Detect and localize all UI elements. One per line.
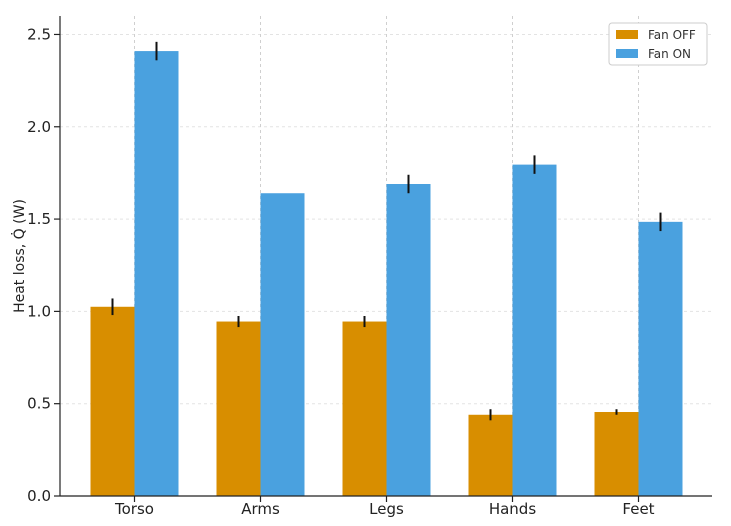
bar-fan-on-feet xyxy=(638,221,683,496)
legend-label-fan-off: Fan OFF xyxy=(648,28,696,42)
bar-fan-off-torso xyxy=(90,306,135,496)
bars xyxy=(90,51,683,496)
legend: Fan OFF Fan ON xyxy=(608,22,708,66)
y-tick-label: 1.5 xyxy=(27,210,51,228)
x-tick-label: Arms xyxy=(241,500,280,518)
bar-fan-on-hands xyxy=(512,164,557,496)
bar-fan-on-torso xyxy=(134,51,179,496)
bar-fan-off-feet xyxy=(594,412,639,496)
y-tick-label: 2.5 xyxy=(27,25,51,43)
error-bars xyxy=(111,41,662,421)
legend-swatch-fan-off xyxy=(616,30,638,39)
bar-fan-on-arms xyxy=(260,193,305,496)
legend-label-fan-on: Fan ON xyxy=(648,47,691,61)
y-tick-label: 0.0 xyxy=(27,487,51,505)
bar-fan-off-hands xyxy=(468,414,513,496)
bar-fan-off-legs xyxy=(342,321,387,496)
bar-fan-on-legs xyxy=(386,184,431,496)
y-axis-title: Heat loss, Q̇ (W) xyxy=(11,199,28,313)
legend-swatch-fan-on xyxy=(616,49,638,58)
x-ticks: Torso Arms Legs Hands Feet xyxy=(114,496,655,518)
y-ticks: 0.0 0.5 1.0 1.5 2.0 2.5 xyxy=(27,25,60,505)
y-tick-label: 1.0 xyxy=(27,302,51,320)
y-tick-label: 2.0 xyxy=(27,118,51,136)
bar-fan-off-arms xyxy=(216,321,261,496)
y-tick-label: 0.5 xyxy=(27,395,51,413)
x-tick-label: Hands xyxy=(489,500,536,518)
x-tick-label: Torso xyxy=(114,500,154,518)
x-tick-label: Legs xyxy=(369,500,404,518)
x-tick-label: Feet xyxy=(622,500,654,518)
